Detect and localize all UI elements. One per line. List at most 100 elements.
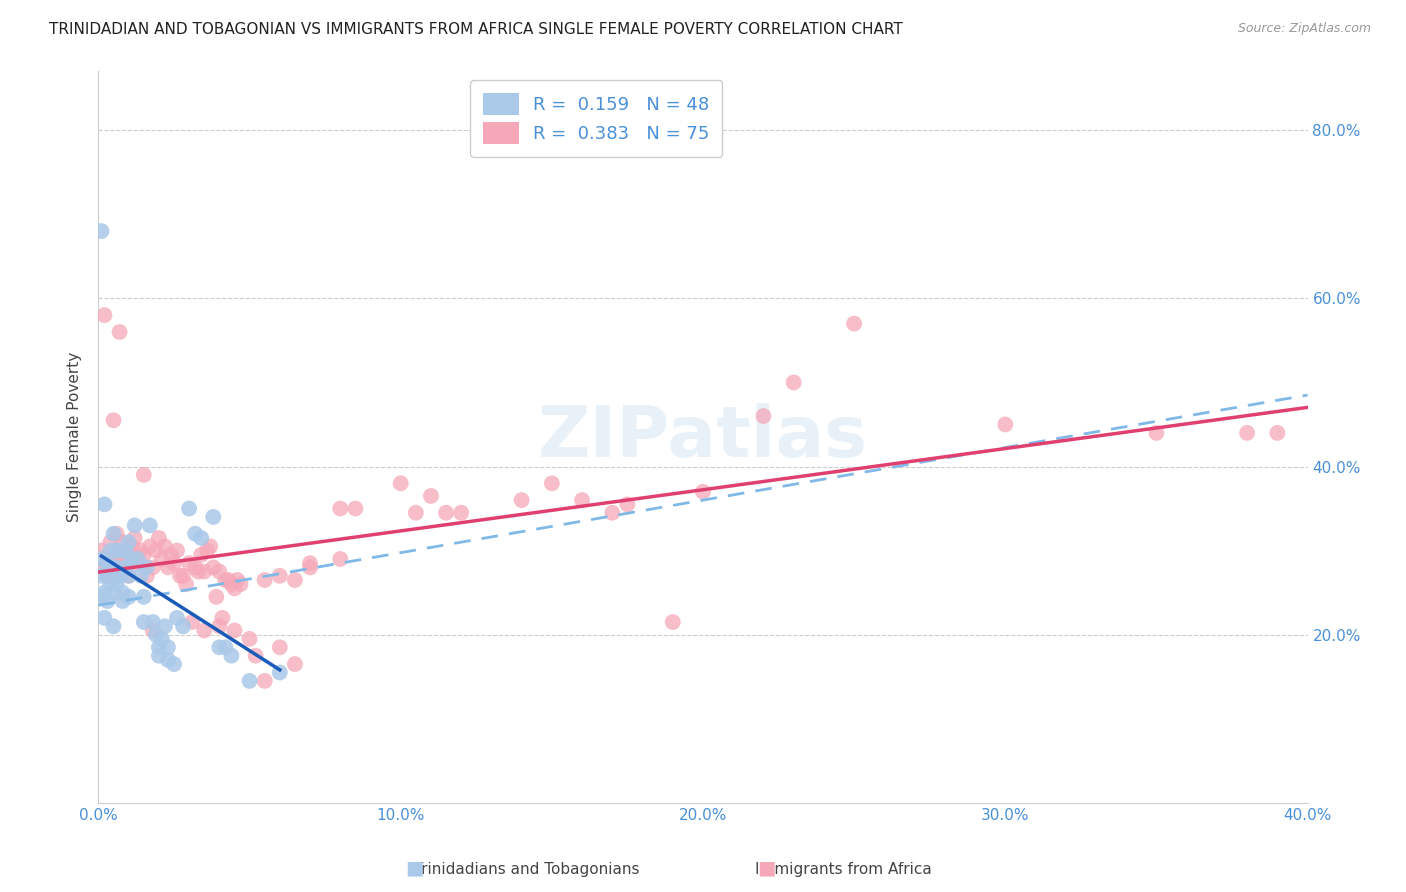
- Point: [299, 556, 322, 570]
- Point: [1236, 425, 1258, 440]
- Point: [224, 624, 246, 638]
- Point: [214, 573, 236, 587]
- Y-axis label: Single Female Poverty: Single Female Poverty: [67, 352, 83, 522]
- Point: [118, 535, 141, 549]
- Point: [148, 648, 170, 663]
- Point: [214, 640, 236, 655]
- Point: [844, 317, 866, 331]
- Point: [160, 548, 183, 562]
- Point: [118, 590, 141, 604]
- Point: [269, 569, 291, 583]
- Point: [783, 376, 806, 390]
- Text: Trinidadians and Tobagonians: Trinidadians and Tobagonians: [415, 863, 640, 877]
- Point: [132, 548, 155, 562]
- Text: Source: ZipAtlas.com: Source: ZipAtlas.com: [1237, 22, 1371, 36]
- Point: [329, 501, 352, 516]
- Point: [118, 569, 141, 583]
- Point: [90, 224, 112, 238]
- Point: [96, 594, 118, 608]
- Point: [510, 493, 533, 508]
- Point: [135, 569, 157, 583]
- Point: [1144, 425, 1167, 440]
- Point: [127, 556, 149, 570]
- Point: [208, 565, 231, 579]
- Point: [169, 569, 191, 583]
- Point: [156, 640, 179, 655]
- Point: [139, 540, 162, 554]
- Point: [166, 611, 188, 625]
- Point: [135, 560, 157, 574]
- Point: [132, 590, 155, 604]
- Text: TRINIDADIAN AND TOBAGONIAN VS IMMIGRANTS FROM AFRICA SINGLE FEMALE POVERTY CORRE: TRINIDADIAN AND TOBAGONIAN VS IMMIGRANTS…: [49, 22, 903, 37]
- Point: [344, 501, 367, 516]
- Point: [108, 325, 131, 339]
- Point: [90, 552, 112, 566]
- Point: [224, 582, 246, 596]
- Point: [269, 665, 291, 680]
- Point: [190, 531, 212, 545]
- Point: [153, 619, 176, 633]
- Point: [187, 565, 209, 579]
- Point: [211, 611, 233, 625]
- Point: [179, 556, 201, 570]
- Point: [253, 673, 276, 688]
- Point: [208, 619, 231, 633]
- Point: [148, 640, 170, 655]
- Point: [103, 413, 125, 427]
- Point: [124, 518, 146, 533]
- Point: [692, 484, 714, 499]
- Point: [100, 560, 122, 574]
- Point: [221, 577, 243, 591]
- Point: [96, 556, 118, 570]
- Point: [142, 560, 165, 574]
- Point: [111, 594, 134, 608]
- Point: [329, 552, 352, 566]
- Point: [217, 573, 239, 587]
- Point: [90, 543, 112, 558]
- Point: [118, 569, 141, 583]
- Point: [139, 518, 162, 533]
- Point: [253, 573, 276, 587]
- Point: [616, 497, 638, 511]
- Point: [193, 565, 215, 579]
- Point: [105, 552, 128, 566]
- Point: [108, 543, 131, 558]
- Point: [111, 585, 134, 599]
- Text: Immigrants from Africa: Immigrants from Africa: [755, 863, 932, 877]
- Point: [145, 627, 167, 641]
- Point: [148, 531, 170, 545]
- Point: [142, 615, 165, 629]
- Point: [132, 467, 155, 482]
- Point: [93, 497, 115, 511]
- Point: [108, 569, 131, 583]
- Point: [299, 560, 322, 574]
- Point: [156, 560, 179, 574]
- Point: [153, 540, 176, 554]
- Point: [121, 540, 143, 554]
- Point: [132, 615, 155, 629]
- Point: [163, 657, 186, 671]
- Point: [96, 569, 118, 583]
- Point: [202, 510, 225, 524]
- Point: [100, 577, 122, 591]
- Point: [239, 632, 262, 646]
- Point: [190, 548, 212, 562]
- Point: [284, 573, 307, 587]
- Point: [103, 585, 125, 599]
- Point: [602, 506, 624, 520]
- Point: [100, 535, 122, 549]
- Point: [205, 590, 228, 604]
- Point: [420, 489, 443, 503]
- Point: [184, 526, 207, 541]
- Point: [752, 409, 775, 423]
- Point: [100, 543, 122, 558]
- Point: [129, 543, 152, 558]
- Text: ZIPatlas: ZIPatlas: [538, 402, 868, 472]
- Point: [434, 506, 457, 520]
- Point: [105, 526, 128, 541]
- Point: [226, 573, 249, 587]
- Point: [239, 673, 262, 688]
- Legend: R =  0.159   N = 48, R =  0.383   N = 75: R = 0.159 N = 48, R = 0.383 N = 75: [470, 80, 723, 157]
- Point: [150, 632, 173, 646]
- Point: [174, 577, 197, 591]
